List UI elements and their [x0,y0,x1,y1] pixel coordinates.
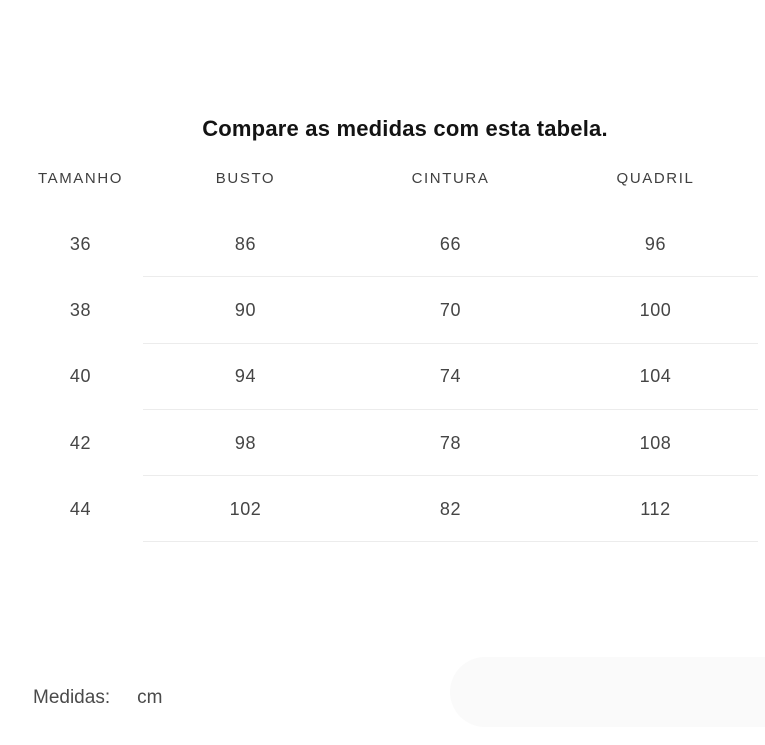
column-header-quadril: QUADRIL [616,169,695,187]
column-header-tamanho: TAMANHO [37,169,124,187]
footer-pill [450,657,765,727]
cell-size: 44 [69,498,92,519]
cell-size: 40 [69,366,92,387]
cell-busto: 102 [229,498,262,519]
measurements-footer: Medidas: cm [33,687,162,709]
table-row: 36 86 66 96 [0,211,758,278]
cell-quadril: 112 [640,498,671,519]
table-row: 42 98 78 108 [0,410,758,477]
row-divider [143,342,758,344]
cell-cintura: 78 [439,432,462,453]
table-row: 38 90 70 100 [0,277,758,344]
cell-busto: 86 [234,233,257,254]
cell-size: 36 [69,233,92,254]
page-title: Compare as medidas com esta tabela. [202,116,608,141]
measurements-label: Medidas: [33,687,111,708]
row-divider [143,408,758,410]
row-divider [143,276,758,278]
cell-quadril: 100 [639,299,672,320]
table-header-row: TAMANHO BUSTO CINTURA QUADRIL [0,166,758,190]
cell-busto: 98 [234,432,257,453]
cell-busto: 90 [234,299,257,320]
cell-size: 42 [69,432,92,453]
table-row: 44 102 82 112 [0,476,758,543]
cell-cintura: 82 [439,498,462,519]
table-row: 40 94 74 104 [0,344,758,410]
column-header-busto: BUSTO [215,169,276,187]
cell-quadril: 104 [639,366,672,387]
cell-cintura: 66 [439,233,462,254]
cell-busto: 94 [234,366,257,387]
cell-size: 38 [69,299,92,320]
size-table: 36 86 66 96 38 90 70 100 40 94 74 104 42… [0,211,758,543]
cell-cintura: 70 [439,299,462,320]
cell-quadril: 96 [644,233,667,254]
column-header-cintura: CINTURA [411,169,490,187]
cell-cintura: 74 [439,366,462,387]
row-divider [143,541,758,543]
row-divider [143,475,758,477]
cell-quadril: 108 [639,432,672,453]
unit-value: cm [137,687,163,708]
